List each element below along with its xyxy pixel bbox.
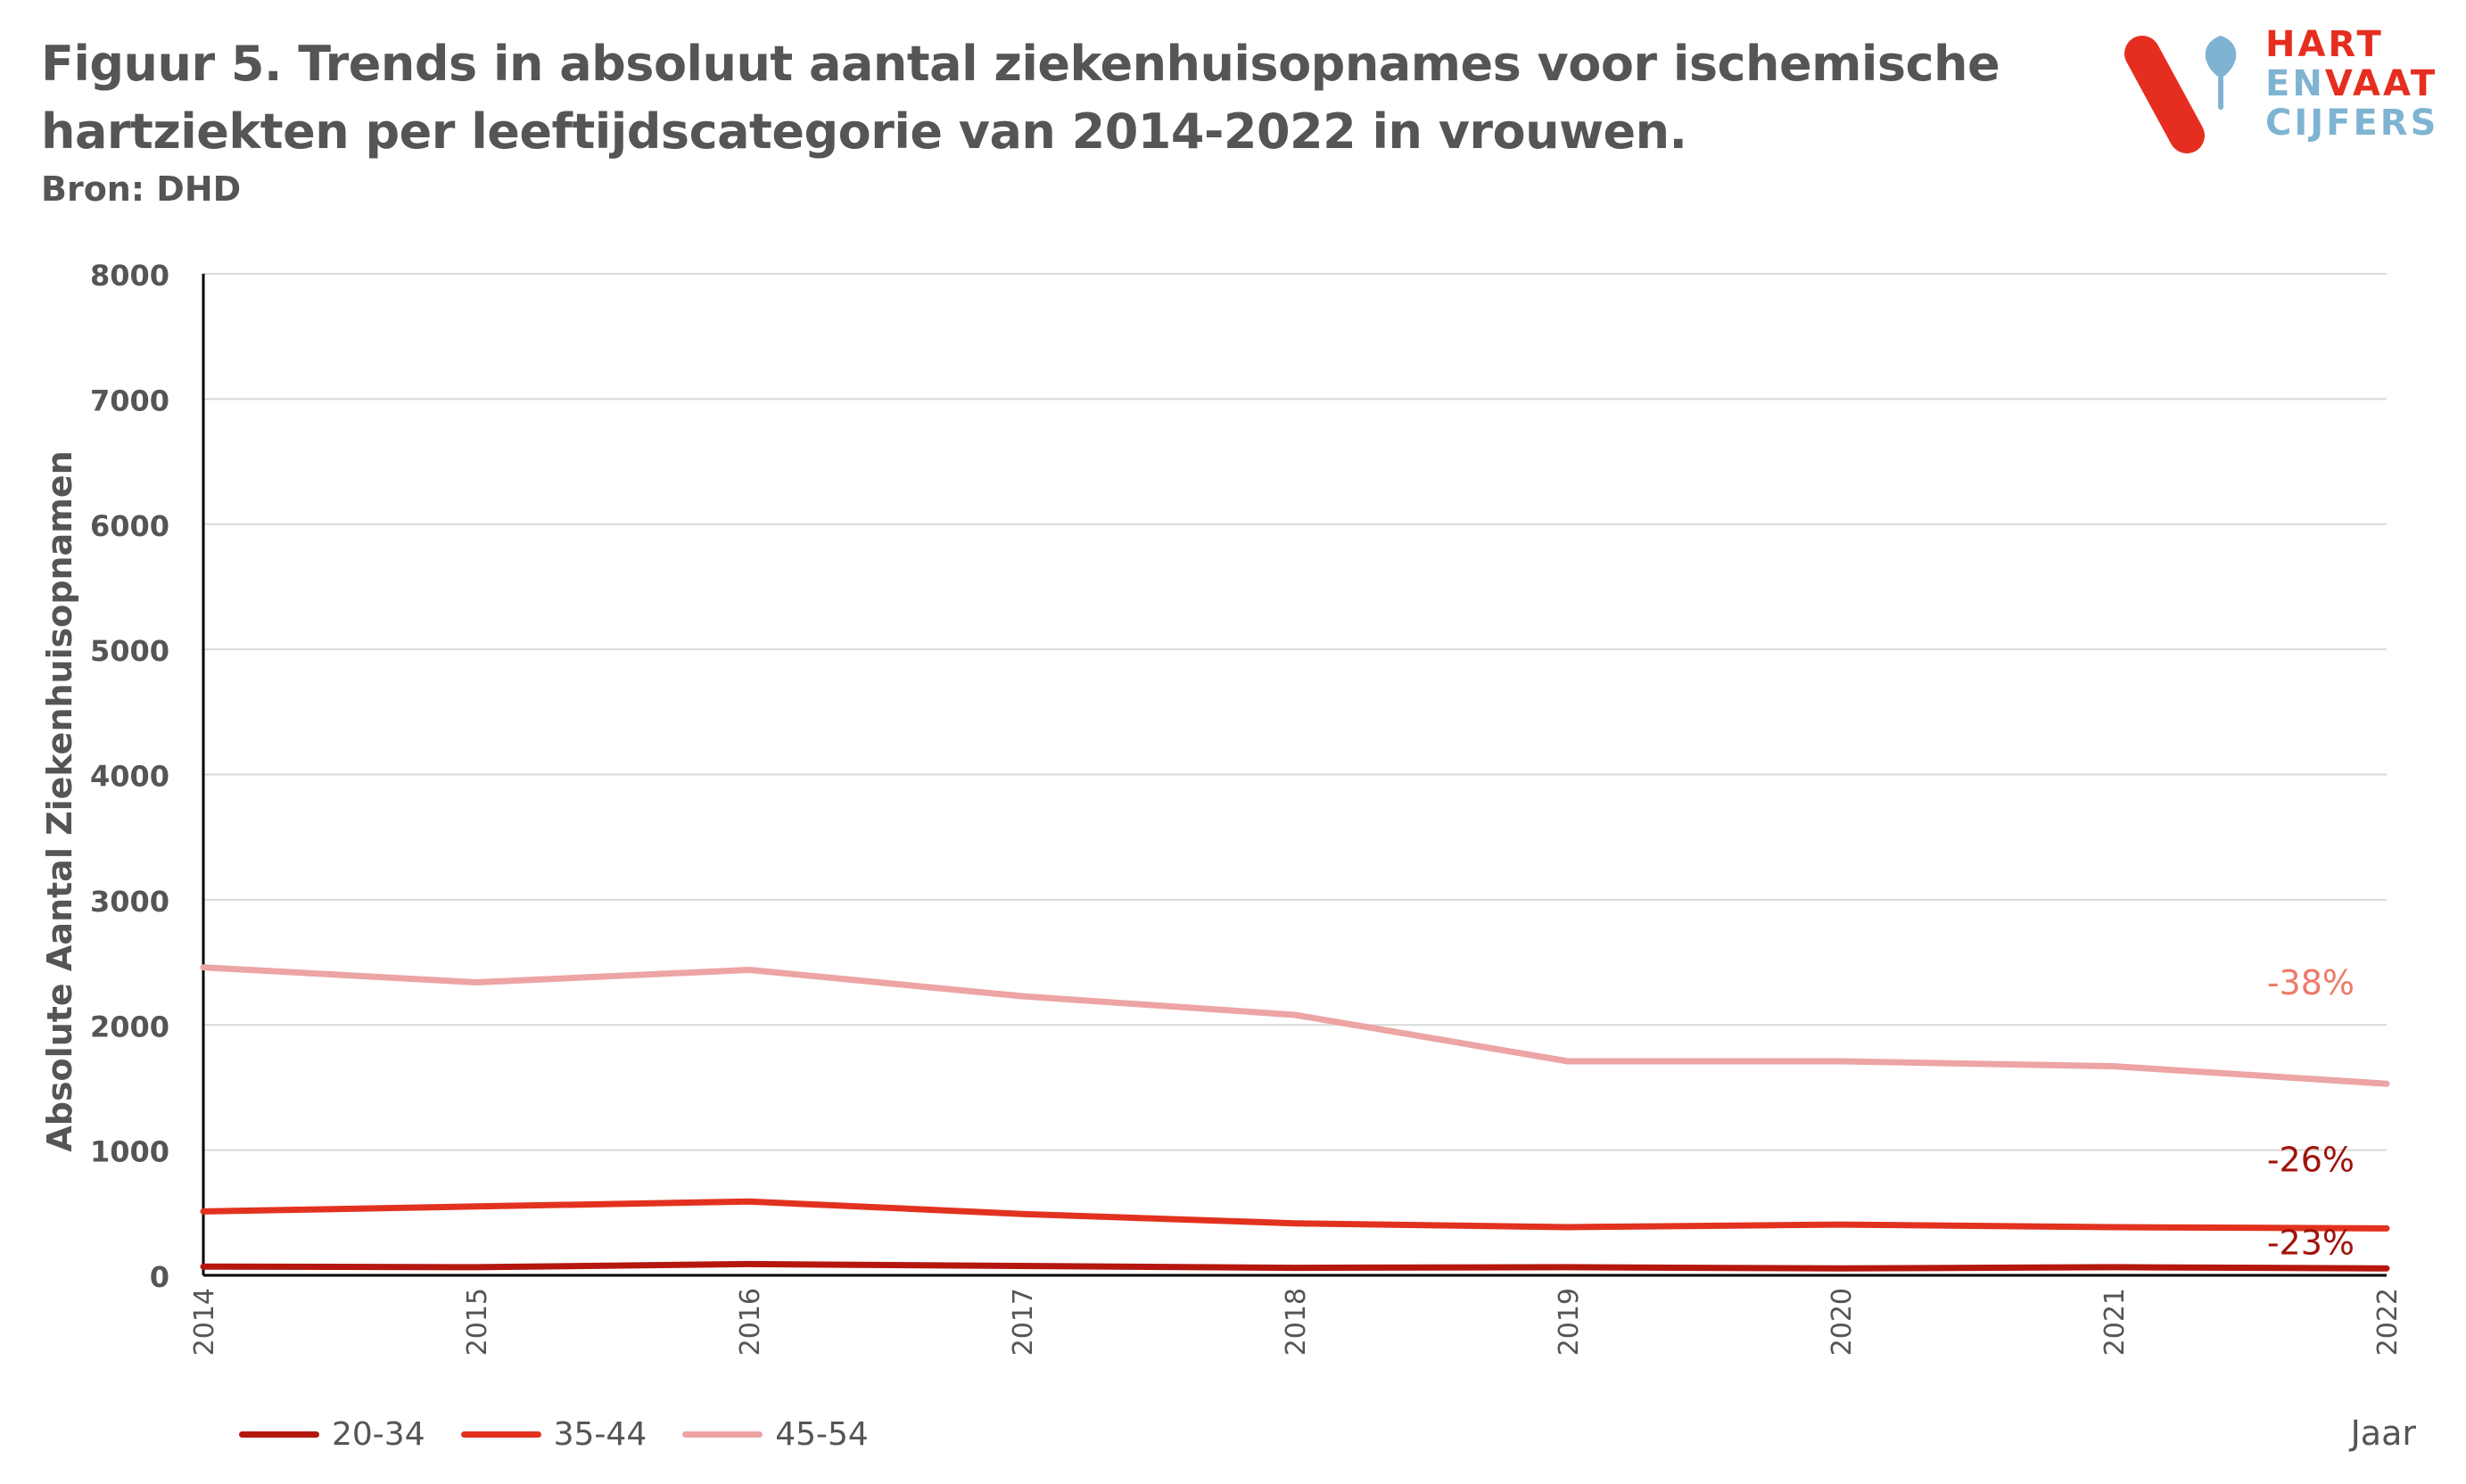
x-tick-label: 2014	[189, 1288, 220, 1356]
hartenvaat-logo-icon	[2124, 36, 2237, 153]
end-label-35-44: -26%	[2267, 1140, 2355, 1179]
y-tick-label: 1000	[90, 1135, 169, 1169]
logo-line-2b: VAAT	[2324, 63, 2438, 104]
y-tick-label: 3000	[90, 885, 169, 919]
y-tick-label: 8000	[90, 259, 169, 293]
x-axis-label: Jaar	[2350, 1414, 2416, 1453]
x-tick-label: 2022	[2372, 1288, 2404, 1356]
logo-line-2a: EN	[2265, 63, 2325, 104]
y-tick-label: 2000	[90, 1010, 169, 1043]
series-line-45-54	[200, 964, 2390, 1087]
y-axis-title: Absolute Aantal Ziekenhuisopnamen	[40, 450, 79, 1151]
legend-label-45-54: 45-54	[775, 1416, 869, 1453]
x-tick-label: 2021	[2099, 1288, 2131, 1356]
legend-swatch-35-44	[460, 1431, 541, 1438]
end-label-45-54: -38%	[2267, 963, 2355, 1002]
x-tick-label: 2015	[462, 1288, 493, 1356]
y-tick-label: 5000	[90, 634, 169, 668]
y-tick-label: 4000	[90, 760, 169, 794]
y-tick-label: 6000	[90, 509, 169, 543]
legend-label-20-34: 20-34	[332, 1416, 425, 1453]
x-tick-label: 2017	[1008, 1288, 1039, 1356]
y-tick-label: 7000	[90, 383, 169, 417]
logo-line-3: CIJFERS	[2265, 103, 2439, 144]
legend-item-45-54: 45-54	[682, 1416, 869, 1453]
legend-swatch-45-54	[682, 1431, 763, 1438]
title-line-2: hartziekten per leeftijdscategorie van 2…	[41, 103, 1687, 160]
x-tick-label: 2019	[1554, 1288, 1585, 1356]
source-label: Bron: DHD	[41, 169, 242, 209]
end-label-20-34: -23%	[2267, 1223, 2355, 1262]
x-tick-label: 2020	[1827, 1288, 1858, 1356]
logo-text: HART ENVAAT CIJFERS	[2265, 25, 2438, 143]
chart-title: Figuur 5. Trends in absoluut aantal ziek…	[41, 30, 2000, 166]
series-line-35-44	[200, 1198, 2390, 1232]
x-tick-label: 2018	[1281, 1288, 1312, 1356]
series-line-20-34	[200, 1260, 2390, 1272]
legend-swatch-20-34	[239, 1431, 319, 1438]
y-tick-label: 0	[150, 1260, 169, 1294]
x-tick-label: 2016	[735, 1288, 766, 1356]
logo-line-1: HART	[2265, 24, 2384, 65]
legend: 20-34 35-44 45-54	[239, 1416, 869, 1453]
legend-item-35-44: 35-44	[460, 1416, 647, 1453]
legend-label-35-44: 35-44	[553, 1416, 647, 1453]
legend-item-20-34: 20-34	[239, 1416, 425, 1453]
title-line-1: Figuur 5. Trends in absoluut aantal ziek…	[41, 36, 2000, 92]
